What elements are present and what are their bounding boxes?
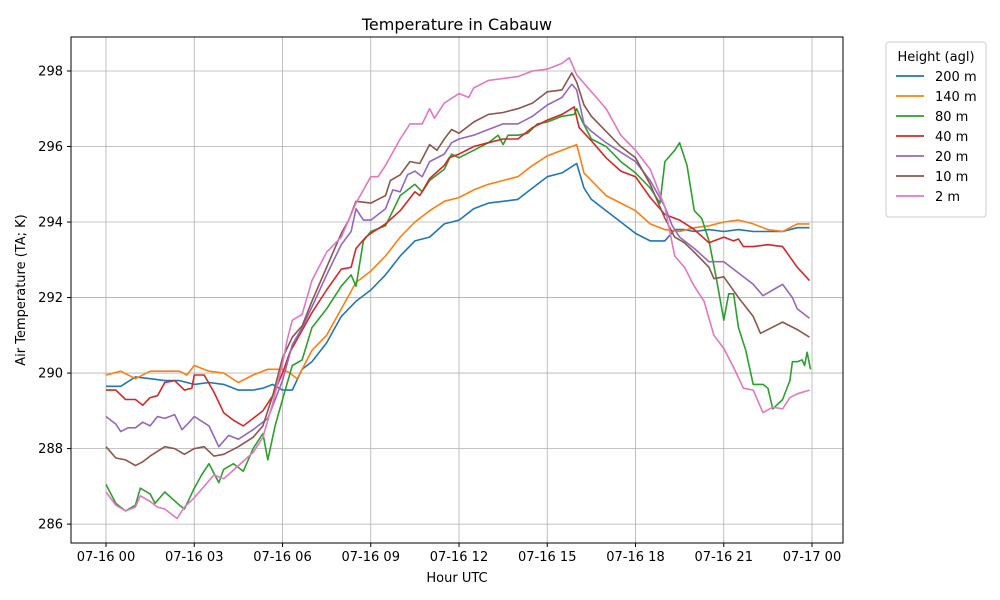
legend-label: 10 m [935,170,968,185]
x-axis: 07-16 00 07-16 03 07-16 06 07-16 09 07-16 12… [77,543,841,565]
plot-frame [70,36,844,544]
x-tick-label: 07-16 06 [253,550,311,565]
series-line-2m [105,57,810,520]
series-lines [105,57,812,520]
y-axis: 286 288 290 292 294 296 298 [38,64,71,533]
series-line-40m [106,106,811,427]
y-tick-label: 286 [38,518,63,533]
legend-label: 20 m [935,150,968,165]
legend-label: 40 m [935,130,968,145]
series-line-80m [105,107,812,512]
y-axis-label: Air Temperature (TA; K) [14,214,29,365]
x-tick-label: 07-17 00 [783,550,841,565]
legend-label: 80 m [935,110,968,125]
y-tick-label: 296 [38,140,63,155]
legend-label: 200 m [935,70,977,85]
series-line-20m [105,83,810,448]
series-line-200m [106,162,810,391]
y-tick-label: 288 [38,442,63,457]
x-tick-label: 07-16 09 [342,550,400,565]
legend-label: 140 m [935,90,977,105]
series-line-10m [105,72,810,467]
x-tick-label: 07-16 03 [165,550,223,565]
x-tick-label: 07-16 18 [606,550,664,565]
x-tick-label: 07-16 21 [695,550,753,565]
x-tick-label: 07-16 12 [430,550,488,565]
x-tick-label: 07-16 00 [77,550,135,565]
legend-title: Height (agl) [897,50,974,65]
legend-label: 2 m [935,190,960,205]
legend: Height (agl) 200 m 140 m 80 m 40 m 20 m 10 m 2… [885,41,987,218]
y-tick-label: 294 [38,216,63,231]
y-tick-label: 292 [38,291,63,306]
x-axis-label: Hour UTC [426,571,487,586]
chart-title: Temperature in Cabauw [361,15,552,34]
series-line-140m [105,143,810,384]
y-tick-label: 298 [38,64,63,79]
x-tick-label: 07-16 15 [518,550,576,565]
y-tick-label: 290 [38,367,63,382]
legend-box [885,41,987,218]
